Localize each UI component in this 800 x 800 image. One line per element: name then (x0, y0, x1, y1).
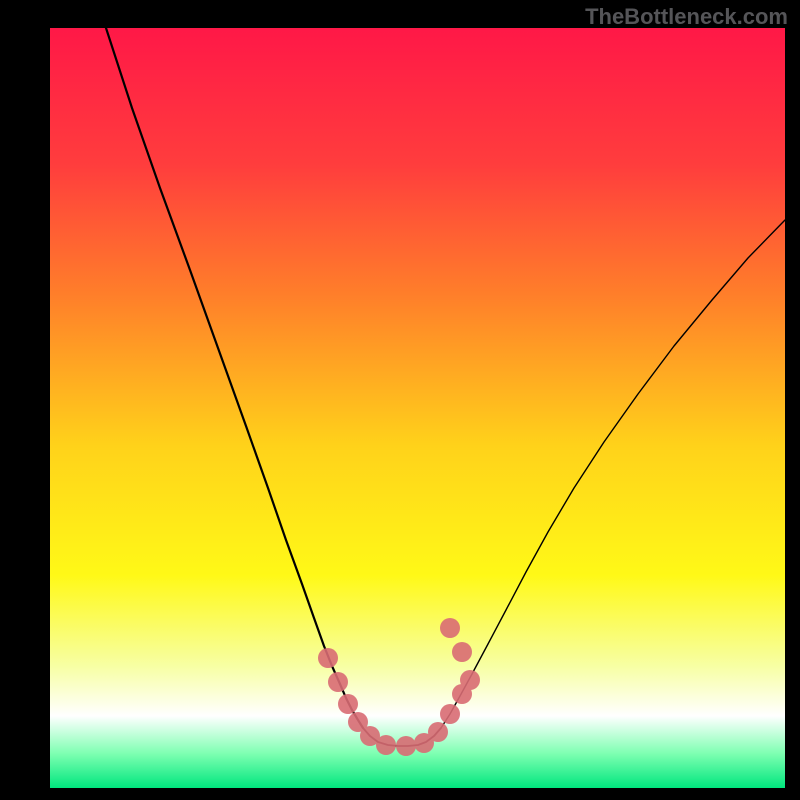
marker-dot (376, 735, 396, 755)
marker-dot (440, 704, 460, 724)
marker-dot (428, 722, 448, 742)
marker-dot (452, 642, 472, 662)
marker-dot (440, 618, 460, 638)
plot-area (50, 28, 785, 788)
marker-dot (328, 672, 348, 692)
chart-svg (0, 0, 800, 800)
chart-stage: TheBottleneck.com (0, 0, 800, 800)
marker-dot (396, 736, 416, 756)
marker-dot (338, 694, 358, 714)
marker-dot (318, 648, 338, 668)
marker-dot (460, 670, 480, 690)
